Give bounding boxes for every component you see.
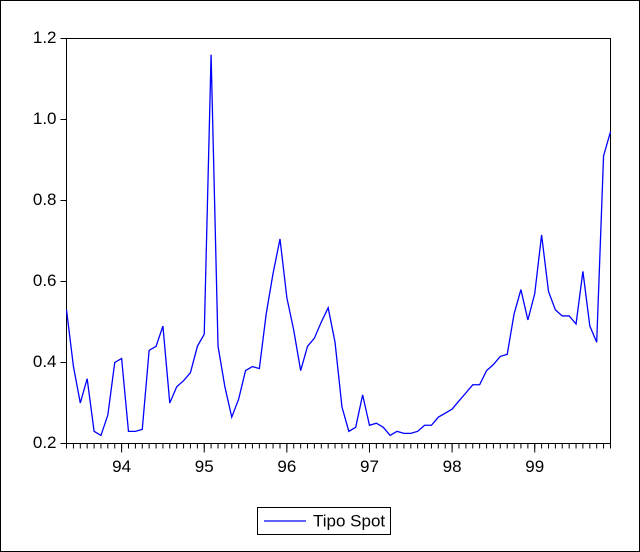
series-line xyxy=(65,54,612,437)
x-tick-label: 98 xyxy=(443,457,462,476)
plot-frame xyxy=(66,38,611,444)
y-tick-label: 0.8 xyxy=(33,190,57,209)
x-tick-label: 97 xyxy=(360,457,379,476)
x-tick-label: 94 xyxy=(112,457,131,476)
x-tick-label: 95 xyxy=(195,457,214,476)
y-tick-label: 0.6 xyxy=(33,271,57,290)
y-tick-label: 0.4 xyxy=(33,352,57,371)
legend-label: Tipo Spot xyxy=(313,511,385,530)
x-tick-label: 99 xyxy=(525,457,544,476)
x-tick-label: 96 xyxy=(277,457,296,476)
y-tick-label: 1.2 xyxy=(33,28,57,47)
y-tick-label: 1.0 xyxy=(33,109,57,128)
y-tick-label: 0.2 xyxy=(33,433,57,452)
